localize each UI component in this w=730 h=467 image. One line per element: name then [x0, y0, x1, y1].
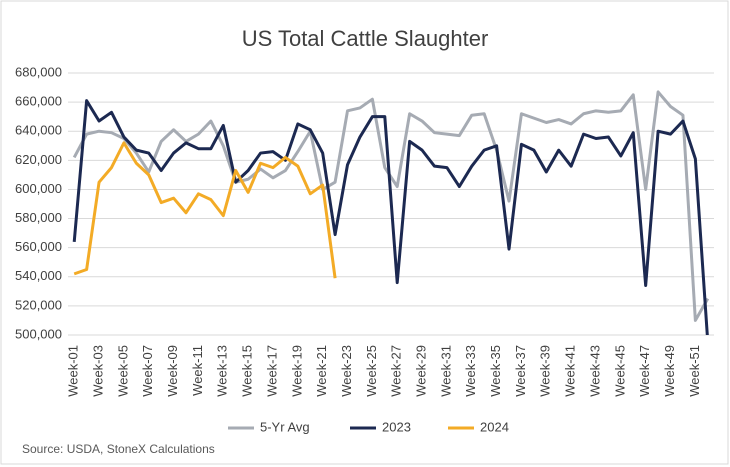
line-series — [73, 141, 337, 279]
x-tick-label: Week-49 — [662, 345, 677, 397]
source-note: Source: USDA, StoneX Calculations — [22, 442, 215, 456]
x-tick-label: Week-03 — [90, 345, 105, 397]
x-tick-label: Week-11 — [190, 345, 205, 396]
x-tick-label: Week-33 — [463, 345, 478, 397]
x-tick-label: Week-21 — [314, 345, 329, 397]
x-tick-label: Week-19 — [289, 345, 304, 397]
x-tick-label: Week-15 — [240, 345, 255, 397]
x-tick-label: Week-31 — [438, 345, 453, 397]
x-tick-label: Week-45 — [612, 345, 627, 397]
chart-title: US Total Cattle Slaughter — [242, 26, 489, 51]
plot-area — [72, 90, 710, 335]
x-tick-label: Week-35 — [488, 345, 503, 397]
y-tick-label: 500,000 — [15, 326, 62, 341]
legend-label: 2024 — [480, 419, 509, 434]
x-tick-label: Week-51 — [687, 345, 702, 397]
line-series — [72, 90, 710, 322]
y-tick-label: 560,000 — [15, 239, 62, 254]
legend-label: 5-Yr Avg — [260, 419, 310, 434]
x-tick-label: Week-39 — [538, 345, 553, 397]
y-tick-label: 540,000 — [15, 268, 62, 283]
y-tick-label: 520,000 — [15, 297, 62, 312]
x-tick-label: Week-23 — [339, 345, 354, 397]
x-tick-label: Week-43 — [587, 345, 602, 397]
x-tick-label: Week-17 — [264, 345, 279, 397]
x-tick-label: Week-27 — [389, 345, 404, 397]
y-tick-label: 580,000 — [15, 210, 62, 225]
x-tick-label: Week-07 — [140, 345, 155, 397]
x-tick-label: Week-47 — [637, 345, 652, 397]
x-tick-label: Week-05 — [115, 345, 130, 397]
x-tick-label: Week-41 — [563, 345, 578, 397]
x-tick-label: Week-25 — [364, 345, 379, 397]
x-tick-label: Week-37 — [513, 345, 528, 397]
x-tick-label: Week-09 — [165, 345, 180, 397]
y-tick-label: 680,000 — [15, 64, 62, 79]
x-tick-label: Week-29 — [413, 345, 428, 397]
x-tick-label: Week-01 — [66, 345, 81, 397]
y-tick-label: 640,000 — [15, 123, 62, 138]
y-tick-label: 660,000 — [15, 94, 62, 109]
y-tick-label: 600,000 — [15, 181, 62, 196]
x-tick-label: Week-13 — [215, 345, 230, 397]
legend-label: 2023 — [382, 419, 411, 434]
y-tick-label: 620,000 — [15, 152, 62, 167]
line-series — [72, 99, 709, 335]
